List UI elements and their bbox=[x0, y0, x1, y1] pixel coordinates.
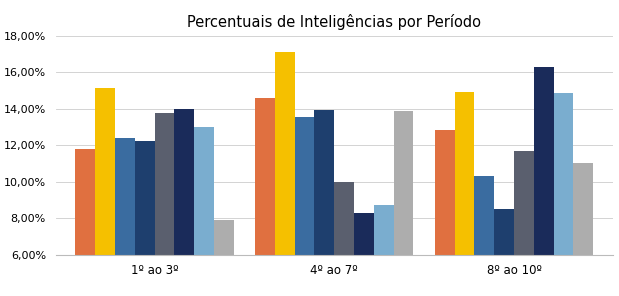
Bar bbox=[295, 117, 314, 296]
Bar bbox=[573, 163, 593, 296]
Bar bbox=[514, 152, 534, 296]
Bar bbox=[115, 138, 135, 296]
Bar bbox=[374, 205, 394, 296]
Bar bbox=[354, 213, 374, 296]
Bar bbox=[76, 149, 95, 296]
Bar bbox=[474, 176, 494, 296]
Bar bbox=[435, 131, 455, 296]
Title: Percentuais de Inteligências por Período: Percentuais de Inteligências por Período bbox=[188, 14, 481, 30]
Bar bbox=[175, 109, 194, 296]
Bar bbox=[314, 110, 334, 296]
Bar bbox=[394, 111, 413, 296]
Bar bbox=[135, 141, 155, 296]
Bar bbox=[95, 89, 115, 296]
Bar bbox=[494, 209, 514, 296]
Bar bbox=[534, 67, 553, 296]
Bar bbox=[455, 92, 474, 296]
Bar bbox=[194, 127, 214, 296]
Bar bbox=[155, 113, 175, 296]
Bar bbox=[255, 98, 275, 296]
Bar bbox=[553, 93, 573, 296]
Bar bbox=[275, 52, 295, 296]
Bar bbox=[214, 220, 233, 296]
Bar bbox=[334, 182, 354, 296]
